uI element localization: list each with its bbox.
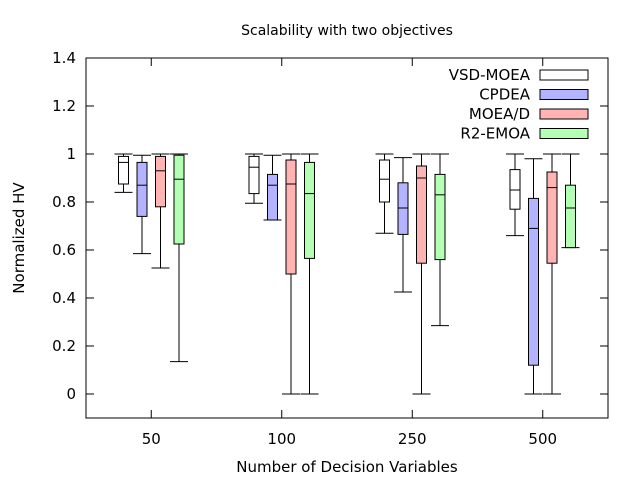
x-tick-label: 250 bbox=[398, 430, 427, 448]
y-tick-label: 0.6 bbox=[52, 241, 76, 259]
box-body bbox=[173, 154, 185, 245]
y-axis: 0 0.2 0.4 0.6 0.8 1 1.2 1.4 bbox=[52, 49, 608, 403]
box-vsd-moea-250 bbox=[375, 153, 394, 234]
chart-title: Scalability with two objectives bbox=[241, 23, 453, 39]
y-tick-label: 0.2 bbox=[52, 337, 76, 355]
box-cpdea-250 bbox=[394, 157, 412, 293]
box-cpdea-500 bbox=[524, 158, 543, 395]
box-body bbox=[416, 165, 427, 264]
y-tick-label: 0.4 bbox=[52, 289, 76, 307]
legend-swatch bbox=[539, 108, 589, 120]
box-vsd-moea-500 bbox=[506, 153, 524, 237]
box-r2-emoa-250 bbox=[431, 153, 449, 327]
box-moea-d-500 bbox=[543, 153, 561, 395]
box-body bbox=[379, 159, 390, 203]
box-body bbox=[248, 155, 260, 195]
legend-item: VSD-MOEA bbox=[449, 66, 589, 84]
y-tick-label: 1.2 bbox=[52, 97, 76, 115]
box-vsd-moea-50 bbox=[114, 153, 133, 193]
box-moea-d-50 bbox=[151, 153, 170, 269]
box-body bbox=[397, 182, 409, 235]
plot-frame bbox=[85, 57, 609, 419]
y-axis-label: Normalized HV bbox=[10, 182, 28, 294]
legend-swatch bbox=[539, 69, 589, 81]
legend-label: R2-EMOA bbox=[460, 125, 530, 143]
legend-label: CPDEA bbox=[479, 86, 531, 104]
box-vsd-moea-100 bbox=[245, 153, 263, 204]
x-tick-label: 50 bbox=[142, 430, 161, 448]
box-body bbox=[118, 155, 129, 185]
y-tick-label: 1.4 bbox=[52, 49, 76, 67]
box-cpdea-100 bbox=[263, 154, 282, 221]
y-tick-label: 0.8 bbox=[52, 193, 76, 211]
legend-label: MOEA/D bbox=[469, 105, 530, 123]
legend-swatch bbox=[539, 89, 589, 100]
box-cpdea-50 bbox=[133, 154, 151, 255]
legend-item: CPDEA bbox=[479, 86, 589, 104]
legend-item: MOEA/D bbox=[469, 105, 589, 123]
box-body bbox=[434, 173, 446, 261]
legend-label: VSD-MOEA bbox=[449, 66, 531, 84]
y-tick-label: 0 bbox=[66, 385, 76, 403]
box-moea-d-250 bbox=[412, 153, 431, 395]
y-tick-label: 1 bbox=[66, 145, 76, 163]
box-body bbox=[285, 159, 297, 275]
x-axis: 50 100 250 500 bbox=[142, 58, 557, 448]
box-r2-emoa-100 bbox=[300, 153, 319, 395]
box-body bbox=[565, 184, 576, 249]
legend-item: R2-EMOA bbox=[460, 125, 589, 143]
box-r2-emoa-500 bbox=[561, 153, 580, 249]
x-tick-label: 500 bbox=[528, 430, 557, 448]
legend-swatch bbox=[539, 128, 589, 139]
box-r2-emoa-50 bbox=[170, 153, 188, 363]
box-body bbox=[155, 155, 166, 208]
box-body bbox=[528, 197, 539, 366]
x-tick-label: 100 bbox=[267, 430, 296, 448]
box-body bbox=[267, 173, 278, 221]
box-body bbox=[546, 171, 558, 264]
x-axis-label: Number of Decision Variables bbox=[236, 458, 458, 476]
box-body bbox=[136, 161, 148, 217]
box-body bbox=[304, 161, 315, 259]
box-groups bbox=[114, 153, 580, 395]
box-body bbox=[509, 169, 521, 210]
box-moea-d-100 bbox=[282, 153, 300, 395]
